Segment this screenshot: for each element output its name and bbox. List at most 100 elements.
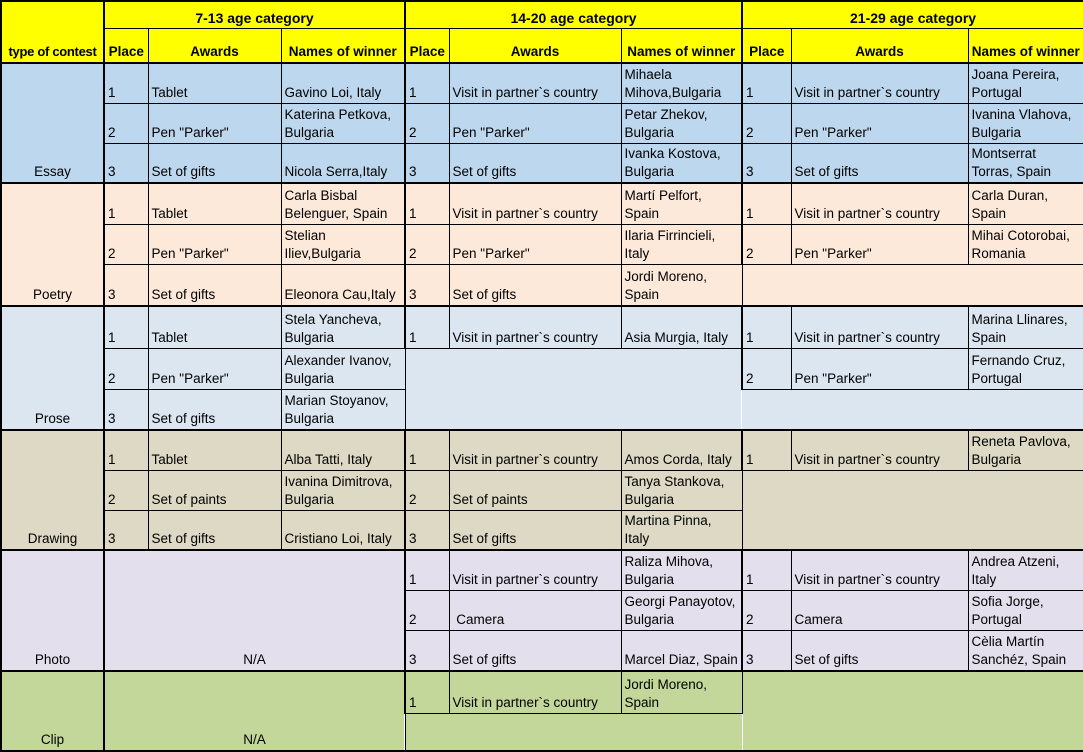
award-cell: Pen "Parker": [790, 347, 969, 390]
award-cell: Set of gifts: [448, 142, 622, 184]
award-cell: Tablet: [147, 62, 282, 104]
winner-cell: Cèlia Martín Sanchéz, Spain: [967, 629, 1083, 672]
place-cell: 2: [103, 102, 149, 144]
award-cell: Visit in partner`s country: [448, 305, 622, 349]
award-cell: Pen "Parker": [790, 223, 969, 265]
award-cell: Visit in partner`s country: [790, 62, 969, 104]
winner-cell: Raliza Mihova, Bulgaria: [620, 549, 743, 591]
empty-cell: [742, 670, 1083, 751]
empty-cell: [742, 264, 1083, 306]
column-header-place-1: Place: [103, 27, 149, 64]
winner-cell: Katerina Petkova, Bulgaria: [280, 102, 406, 144]
winner-cell: Ivanina Dimitrova, Bulgaria: [280, 469, 406, 511]
award-cell: Pen "Parker": [448, 223, 622, 265]
age-category-header-21-29: 21-29 age category: [741, 0, 1083, 29]
award-cell: Set of gifts: [790, 142, 969, 184]
award-cell: Pen "Parker": [790, 102, 969, 144]
poetry-row-2: 2 Pen "Parker" Stelian Iliev,Bulgaria 2 …: [1, 223, 1083, 265]
award-cell: Pen "Parker": [147, 223, 282, 265]
na-cell-photo-7-13: N/A: [104, 549, 406, 671]
award-cell: Pen "Parker": [448, 102, 622, 144]
winner-cell: Martí Pelfort, Spain: [620, 182, 743, 225]
empty-cell: [742, 389, 1083, 430]
award-cell: Set of gifts: [448, 509, 622, 551]
winner-cell: Petar Zhekov, Bulgaria: [620, 102, 743, 144]
contest-label-essay: Essay: [0, 62, 105, 184]
place-cell: 2: [404, 102, 450, 144]
award-cell: Set of gifts: [147, 263, 282, 307]
column-header-names-2: Names of winner: [620, 27, 743, 64]
empty-cell: [742, 470, 1083, 550]
place-cell: 1: [404, 305, 450, 349]
place-cell: 2: [741, 589, 792, 631]
column-header-place-3: Place: [741, 27, 792, 64]
winner-cell: Stelian Iliev,Bulgaria: [280, 223, 406, 265]
place-cell: 1: [741, 182, 792, 225]
award-cell: Visit in partner`s country: [448, 429, 622, 471]
place-cell: 1: [741, 62, 792, 104]
place-cell: 2: [404, 469, 450, 511]
place-cell: 3: [103, 263, 149, 307]
winner-cell: Fernando Cruz, Portugal: [967, 347, 1083, 390]
award-cell: Set of gifts: [448, 629, 622, 672]
winner-cell: Ilaria Firrincieli, Italy: [620, 223, 743, 265]
corner-header-type-of-contest: type of contest: [0, 0, 105, 64]
award-cell: Visit in partner`s country: [448, 62, 622, 104]
award-cell: Visit in partner`s country: [448, 549, 622, 591]
winner-cell: Mihaela Mihova,Bulgaria: [620, 62, 743, 104]
column-header-names-1: Names of winner: [280, 27, 406, 64]
place-cell: 1: [404, 182, 450, 225]
winner-cell: Carla Bisbal Belenguer, Spain: [280, 182, 406, 225]
winner-cell: Marian Stoyanov, Bulgaria: [280, 388, 406, 431]
award-cell: Pen "Parker": [147, 102, 282, 144]
award-cell: Camera: [448, 589, 622, 631]
place-cell: 3: [404, 263, 450, 307]
award-cell: Visit in partner`s country: [790, 182, 969, 225]
contest-label-prose: Prose: [0, 305, 105, 431]
winner-cell: Eleonora Cau,Italy: [280, 263, 406, 307]
drawing-row-1: Drawing 1 Tablet Alba Tatti, Italy 1 Vis…: [0, 429, 1083, 551]
award-cell: Pen "Parker": [147, 347, 282, 390]
column-header-awards-1: Awards: [147, 27, 282, 64]
award-cell: Visit in partner`s country: [790, 305, 969, 349]
poetry-row-3: 3 Set of gifts Eleonora Cau,Italy 3 Set …: [1, 263, 1083, 307]
winner-cell: Alba Tatti, Italy: [280, 429, 406, 471]
place-cell: 2: [103, 469, 149, 511]
place-cell: 2: [103, 347, 149, 390]
place-cell: 2: [103, 223, 149, 265]
column-header-names-3: Names of winner: [967, 27, 1083, 64]
place-cell: 3: [103, 509, 149, 551]
place-cell: 3: [741, 629, 792, 672]
winner-cell: Reneta Pavlova, Bulgaria: [967, 429, 1083, 471]
award-cell: Set of gifts: [147, 388, 282, 431]
place-cell: 1: [404, 670, 450, 714]
column-header-place-2: Place: [404, 27, 450, 64]
prose-row-1: Prose 1 Tablet Stela Yancheva, Bulgaria …: [0, 305, 1083, 431]
award-cell: Set of paints: [147, 469, 282, 511]
winner-cell: Tanya Stankova, Bulgaria: [620, 469, 743, 511]
winner-cell: Martina Pinna, Italy: [620, 509, 743, 551]
age-category-header-7-13: 7-13 age category: [102, 0, 406, 29]
place-cell: 1: [404, 62, 450, 104]
winner-cell: Ivanka Kostova, Bulgaria: [620, 142, 743, 184]
award-cell: Tablet: [147, 429, 282, 471]
winner-cell: Asia Murgia, Italy: [620, 305, 743, 349]
empty-cell: [405, 348, 742, 430]
award-cell: Set of gifts: [147, 142, 282, 184]
essay-row-1: Essay 1 Tablet Gavino Loi, Italy 1 Visit…: [0, 62, 1083, 184]
winner-cell: Joana Pereira, Portugal: [967, 62, 1083, 104]
column-header-awards-2: Awards: [448, 27, 622, 64]
place-cell: 1: [741, 305, 792, 349]
place-cell: 1: [103, 305, 149, 349]
winner-cell: Marina Llinares, Spain: [967, 305, 1083, 349]
contest-label-drawing: Drawing: [0, 429, 105, 551]
place-cell: 1: [404, 429, 450, 471]
photo-row-1: Photo N/A 1 Visit in partner`s country R…: [0, 549, 1083, 672]
winner-cell: Jordi Moreno, Spain: [620, 670, 743, 714]
award-cell: Visit in partner`s country: [448, 670, 622, 714]
award-cell: Visit in partner`s country: [448, 182, 622, 225]
winner-cell: Alexander Ivanov, Bulgaria: [280, 347, 406, 390]
winner-cell: Cristiano Loi, Italy: [280, 509, 406, 551]
place-cell: 1: [741, 549, 792, 591]
